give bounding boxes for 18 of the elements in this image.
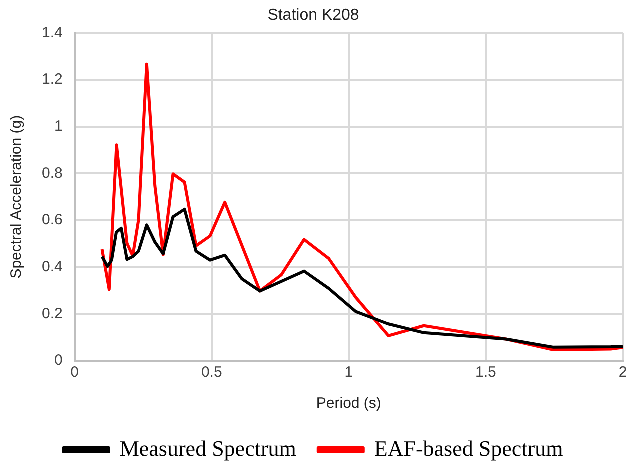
x-tick-label: 0 xyxy=(70,364,80,382)
y-tick-label: 0 xyxy=(54,352,63,370)
x-tick-label: 0.5 xyxy=(201,364,222,382)
y-tick-label: 0.4 xyxy=(42,258,63,276)
y-tick-label: 0.8 xyxy=(42,164,63,182)
y-axis-title: Spectral Acceleration (g) xyxy=(8,115,26,279)
y-tick-label: 1.4 xyxy=(42,24,63,42)
y-tick-label: 0.2 xyxy=(42,305,63,322)
x-tick-label: 2 xyxy=(618,364,628,382)
x-tick-label: 1.5 xyxy=(476,364,496,382)
y-tick-label: 1 xyxy=(54,118,63,135)
legend-label: EAF-based Spectrum xyxy=(374,436,564,461)
x-tick-label: 1 xyxy=(344,364,354,382)
y-tick-label: 1.2 xyxy=(42,71,63,88)
x-axis-title: Period (s) xyxy=(316,395,382,412)
y-tick-label: 0.6 xyxy=(42,212,63,229)
legend-label: Measured Spectrum xyxy=(120,436,296,461)
chart-title: Station K208 xyxy=(268,7,360,24)
